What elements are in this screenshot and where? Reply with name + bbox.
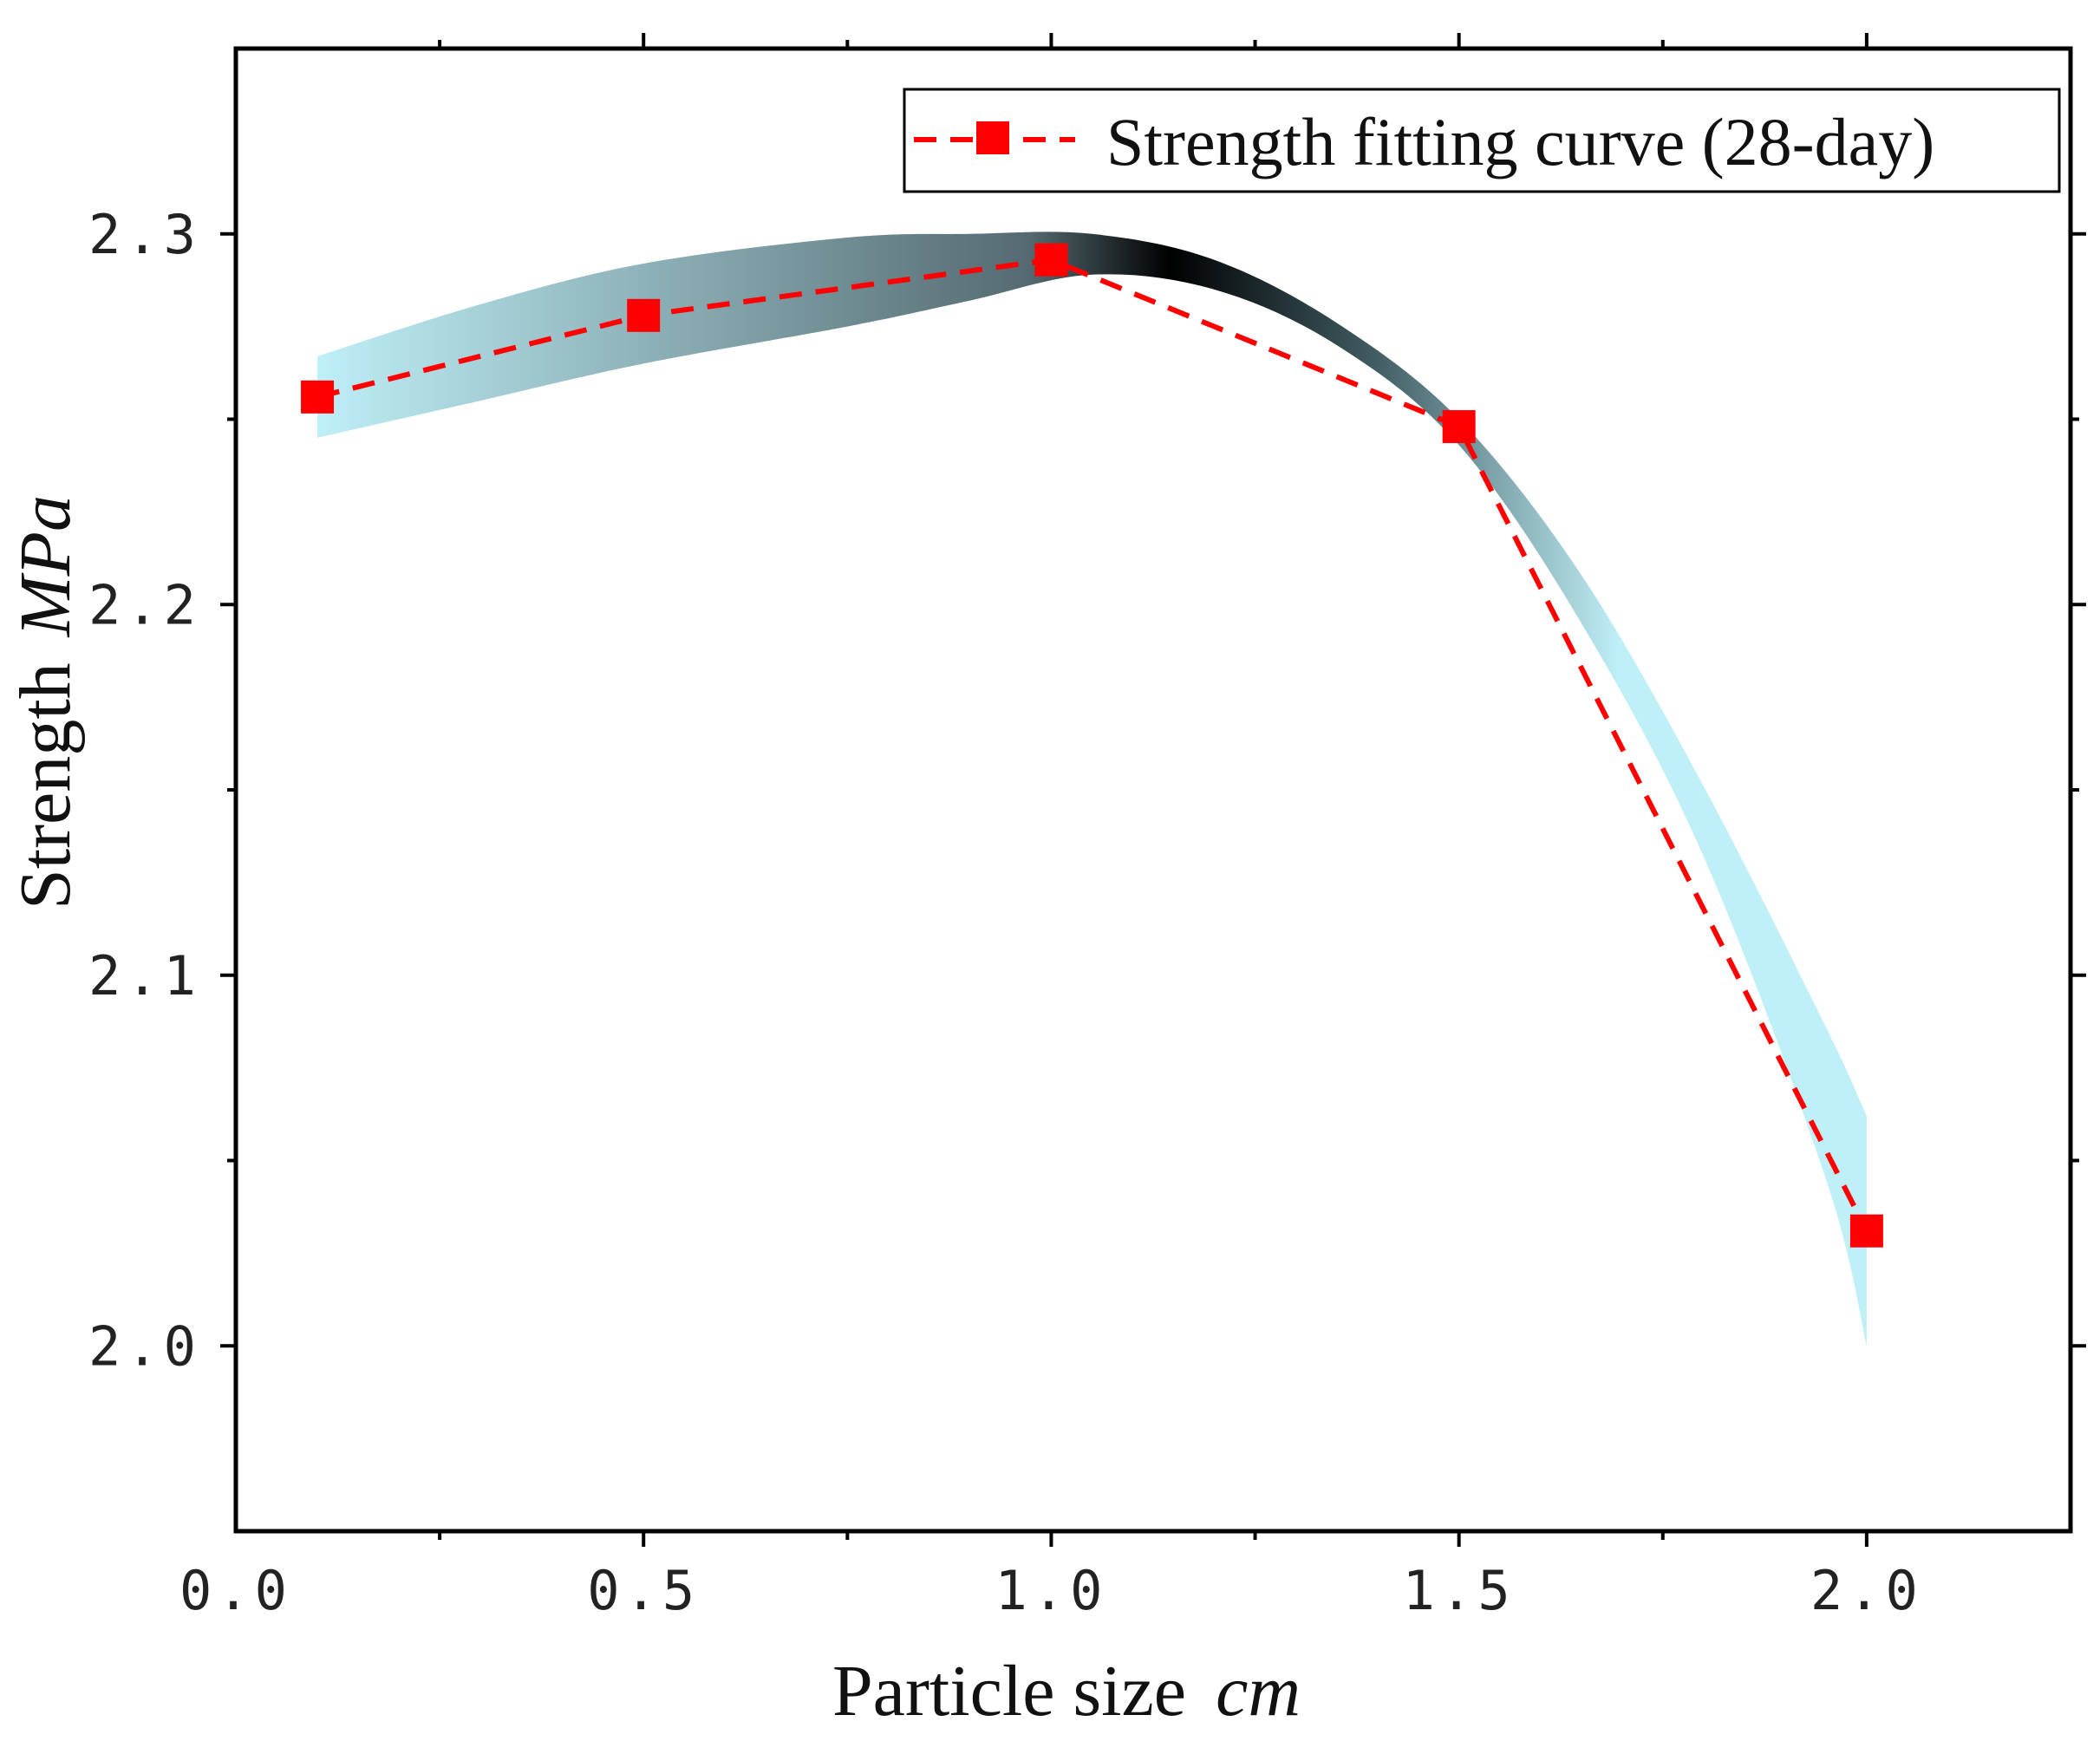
y-tick-labels: 2.0 2.1 2.2 2.3	[88, 203, 201, 1379]
legend-box	[903, 88, 2061, 193]
data-point-marker	[301, 380, 335, 414]
x-tick-label: 1.5	[1403, 1559, 1516, 1622]
y-axis-ticks	[220, 231, 2086, 1348]
y-tick-label: 2.2	[88, 573, 201, 636]
x-axis-unit: cm	[1216, 1651, 1301, 1731]
y-tick-label: 2.3	[88, 203, 201, 266]
x-tick-label: 1.0	[995, 1559, 1107, 1622]
x-axis-title: Particle size cm	[832, 1651, 1301, 1731]
plot-frame	[233, 46, 2073, 1534]
y-axis-title: Strength MPa	[5, 495, 86, 910]
legend: Strength fitting curve (28-day)	[903, 88, 2061, 193]
y-tick-label: 2.1	[88, 944, 201, 1007]
x-tick-label: 2.0	[1810, 1559, 1923, 1622]
legend-label: Strength fitting curve (28-day)	[1106, 104, 1934, 179]
y-tick-label: 2.0	[88, 1314, 201, 1378]
x-tick-label: 0.0	[179, 1559, 292, 1622]
x-axis-label: Particle size	[832, 1651, 1186, 1731]
series-markers	[301, 243, 1883, 1248]
series-line-strength	[316, 257, 1869, 1233]
confidence-band	[317, 231, 1867, 1347]
x-tick-labels: 0.0 0.5 1.0 1.5 2.0	[179, 1559, 1923, 1622]
data-point-marker	[1849, 1214, 1883, 1248]
data-point-marker	[1034, 243, 1068, 277]
y-axis-label: Strength	[5, 662, 86, 910]
y-axis-unit: MPa	[5, 495, 86, 637]
legend-marker	[976, 121, 1009, 154]
x-tick-label: 0.5	[587, 1559, 700, 1622]
data-point-marker	[627, 298, 661, 332]
data-point-marker	[1442, 410, 1476, 444]
